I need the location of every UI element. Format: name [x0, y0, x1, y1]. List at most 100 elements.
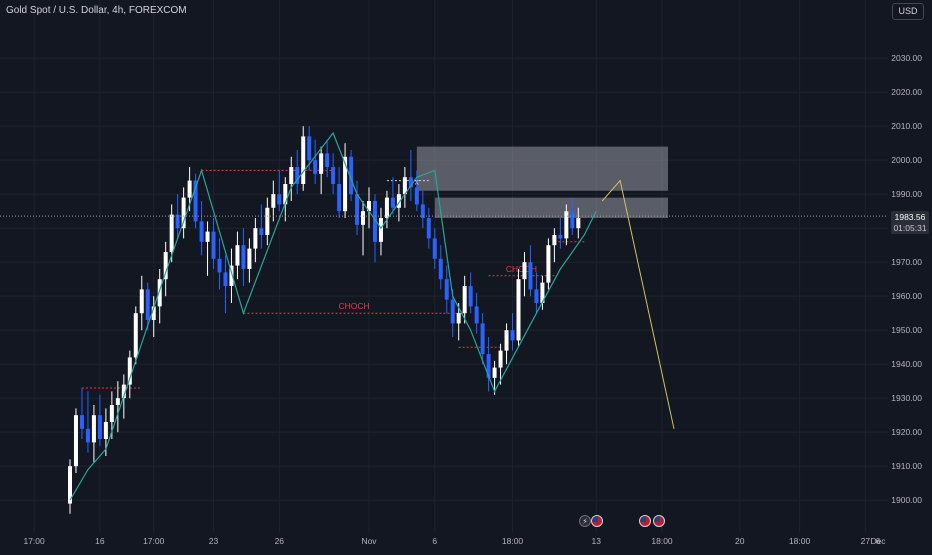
candle-body [546, 245, 551, 283]
candle-body [79, 415, 84, 429]
time-axis[interactable]: 17:00 16 17:00 23 26 Nov 6 18:00 13 18:00 20 18:00 2… [0, 532, 932, 550]
choch-label: CHOCH [506, 264, 537, 274]
price-tick-label: 1910.00 [891, 461, 922, 471]
candle-body [372, 201, 377, 242]
candle-body [121, 384, 126, 399]
time-tick-label: Dec [870, 536, 886, 546]
price-tick-label: 1950.00 [891, 325, 922, 335]
price-tick-label: 2030.00 [891, 53, 922, 63]
supply-zone [434, 197, 668, 218]
candle-body [235, 245, 240, 266]
us-flag-event-icon[interactable] [639, 515, 651, 527]
price-tick-label: 2020.00 [891, 87, 922, 97]
supply-zone [416, 146, 668, 191]
time-tick-label: 6 [876, 536, 881, 546]
candle-body [337, 184, 342, 212]
time-tick-label: 16 [95, 536, 105, 546]
candle-body [109, 405, 114, 422]
candle-body [534, 289, 539, 303]
candle-body [181, 197, 186, 229]
candle-body [157, 279, 162, 307]
price-tick-label: 2000.00 [891, 155, 922, 165]
candle-body [331, 167, 336, 184]
candle-body [295, 167, 300, 184]
candle-body [361, 211, 366, 225]
time-tick-label: 18:00 [502, 536, 524, 546]
candle-body [576, 218, 581, 229]
projection-path [601, 179, 675, 429]
bar-countdown: 01:05:31 [893, 223, 927, 233]
time-tick-label: 18:00 [789, 536, 811, 546]
candle-body [402, 177, 407, 195]
lightning-event-icon[interactable]: ⚡ [579, 515, 591, 527]
candle-body [540, 282, 545, 303]
time-tick-label: 23 [209, 536, 219, 546]
candle-body [139, 289, 144, 314]
candle-body [241, 245, 246, 269]
candle-body [522, 262, 527, 280]
candle-body [444, 279, 449, 300]
candle-body [313, 160, 318, 174]
candle-body [115, 398, 120, 405]
time-tick-label: Nov [361, 536, 377, 546]
candle-body [127, 357, 132, 385]
candle-body [438, 258, 443, 280]
time-tick-label: 18:00 [651, 536, 673, 546]
candle-body [193, 180, 198, 222]
candle-body [558, 235, 563, 239]
candle-body [462, 286, 467, 314]
candle-body [367, 201, 371, 212]
candle-body [307, 136, 312, 161]
candle-body [145, 289, 150, 320]
supply-zones [416, 146, 668, 218]
candle-body [301, 136, 306, 184]
symbol-title: Gold Spot / U.S. Dollar, 4h, FOREXCOM [6, 5, 187, 16]
grid [0, 0, 888, 532]
candle-body [450, 299, 455, 324]
candle-body [420, 204, 425, 218]
candle-body [384, 197, 389, 218]
price-axis[interactable]: 2030.002020.002010.002000.001990.001980.… [888, 0, 932, 550]
candle-body [510, 330, 515, 341]
price-axis-bg [888, 0, 932, 550]
candle-body [432, 238, 437, 259]
currency-button[interactable]: USD [892, 3, 924, 20]
time-tick-label: 27 [861, 536, 871, 546]
candle-body [187, 180, 192, 198]
candle-body [277, 194, 282, 205]
price-tick-label: 1940.00 [891, 359, 922, 369]
candle-body [68, 466, 72, 504]
candle-body [426, 218, 431, 239]
price-tick-label: 1920.00 [891, 427, 922, 437]
candle-body [498, 350, 503, 368]
current-price-value: 1983.56 [894, 212, 926, 222]
time-axis-bg [0, 532, 932, 550]
candle-body [504, 330, 509, 351]
candle-body [175, 214, 180, 229]
candle-body [271, 194, 276, 208]
us-flag-event-icon[interactable] [591, 515, 603, 527]
candle-body [564, 211, 569, 239]
candle-body [73, 415, 78, 467]
candle-body [480, 323, 485, 354]
candle-body [408, 177, 413, 188]
candle-body [570, 211, 575, 229]
candle-body [247, 248, 252, 269]
time-tick-label: 13 [592, 536, 602, 546]
candle-body [396, 194, 401, 208]
time-tick-label: 17:00 [143, 536, 165, 546]
current-price-tag: 1983.56 01:05:31 [891, 211, 929, 234]
candle-body [91, 415, 96, 443]
price-tick-label: 1900.00 [891, 495, 922, 505]
projection-line [601, 179, 675, 429]
candle-body [414, 187, 419, 205]
candle-body [319, 153, 324, 174]
us-flag-event-icon[interactable] [653, 515, 665, 527]
candle-body [456, 313, 461, 324]
candle-body [349, 156, 354, 195]
candle-body [133, 313, 138, 358]
price-tick-label: 1930.00 [891, 393, 922, 403]
time-tick-label: 26 [275, 536, 285, 546]
